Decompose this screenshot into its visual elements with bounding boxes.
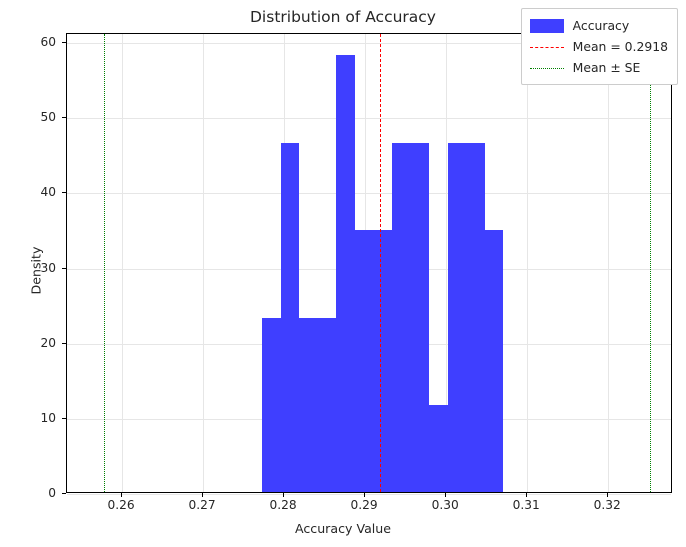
se-reference-line — [650, 34, 652, 492]
y-tick-mark — [62, 117, 66, 119]
gridline-vertical — [203, 34, 205, 492]
chart-title: Distribution of Accuracy — [250, 8, 436, 26]
x-tick-label: 0.31 — [512, 498, 540, 512]
gridline-vertical — [446, 34, 448, 492]
legend-item: Mean = 0.2918 — [529, 36, 668, 57]
y-tick-label: 30 — [40, 260, 56, 275]
x-tick-label: 0.32 — [593, 498, 621, 512]
histogram-bar — [317, 317, 337, 492]
histogram-bar — [484, 229, 504, 492]
histogram-bar — [466, 142, 485, 492]
gridline-horizontal — [67, 118, 671, 120]
y-tick-mark — [62, 267, 66, 269]
histogram-bar — [299, 317, 318, 492]
gridline-vertical — [608, 34, 610, 492]
y-tick-mark — [62, 342, 66, 344]
histogram-bar — [429, 404, 448, 492]
y-tick-label: 0 — [48, 486, 56, 500]
histogram-bar — [373, 229, 392, 492]
histogram-bar — [280, 142, 300, 492]
mean-reference-line — [379, 34, 381, 492]
y-tick-label: 20 — [40, 335, 56, 350]
legend-swatch-icon — [529, 67, 564, 69]
histogram-bar — [391, 142, 411, 492]
x-tick-mark — [121, 493, 123, 497]
y-tick-label: 50 — [40, 110, 56, 125]
x-tick-mark — [202, 493, 204, 497]
gridline-horizontal — [67, 494, 671, 495]
y-tick-mark — [62, 192, 66, 194]
legend-swatch-icon — [529, 46, 564, 48]
x-tick-mark — [364, 493, 366, 497]
legend-item: Accuracy — [529, 15, 668, 36]
y-tick-mark — [62, 42, 66, 44]
histogram-bar — [410, 142, 430, 492]
plot-area — [66, 33, 672, 495]
se-reference-line — [104, 34, 106, 492]
x-tick-mark — [526, 493, 528, 497]
y-axis-label: Density — [28, 246, 44, 295]
histogram-bar — [336, 55, 355, 492]
histogram-bar — [262, 317, 281, 492]
x-tick-mark — [445, 493, 447, 497]
x-tick-label: 0.26 — [107, 498, 135, 512]
x-tick-mark — [283, 493, 285, 497]
legend-label: Mean ± SE — [572, 59, 641, 75]
gridline-vertical — [527, 34, 529, 492]
y-tick-label: 60 — [40, 35, 56, 50]
x-tick-label: 0.28 — [269, 498, 297, 512]
gridline-vertical — [122, 34, 124, 492]
x-axis-label: Accuracy Value — [294, 521, 392, 536]
y-tick-mark — [62, 493, 66, 494]
legend-item: Mean ± SE — [529, 57, 668, 78]
x-tick-mark — [607, 493, 609, 497]
y-tick-label: 40 — [40, 185, 56, 200]
gridline-horizontal — [67, 43, 671, 45]
histogram-bar — [447, 142, 467, 492]
x-tick-label: 0.27 — [188, 498, 216, 512]
legend: Accuracy Mean = 0.2918 Mean ± SE — [520, 8, 678, 85]
legend-label: Mean = 0.2918 — [572, 38, 668, 54]
x-tick-label: 0.30 — [431, 498, 459, 512]
y-tick-label: 10 — [40, 410, 56, 425]
gridline-horizontal — [67, 193, 671, 195]
y-tick-mark — [62, 417, 66, 419]
legend-swatch-icon — [529, 18, 564, 33]
x-tick-label: 0.29 — [350, 498, 378, 512]
histogram-bar — [354, 229, 374, 492]
legend-label: Accuracy — [572, 17, 630, 33]
